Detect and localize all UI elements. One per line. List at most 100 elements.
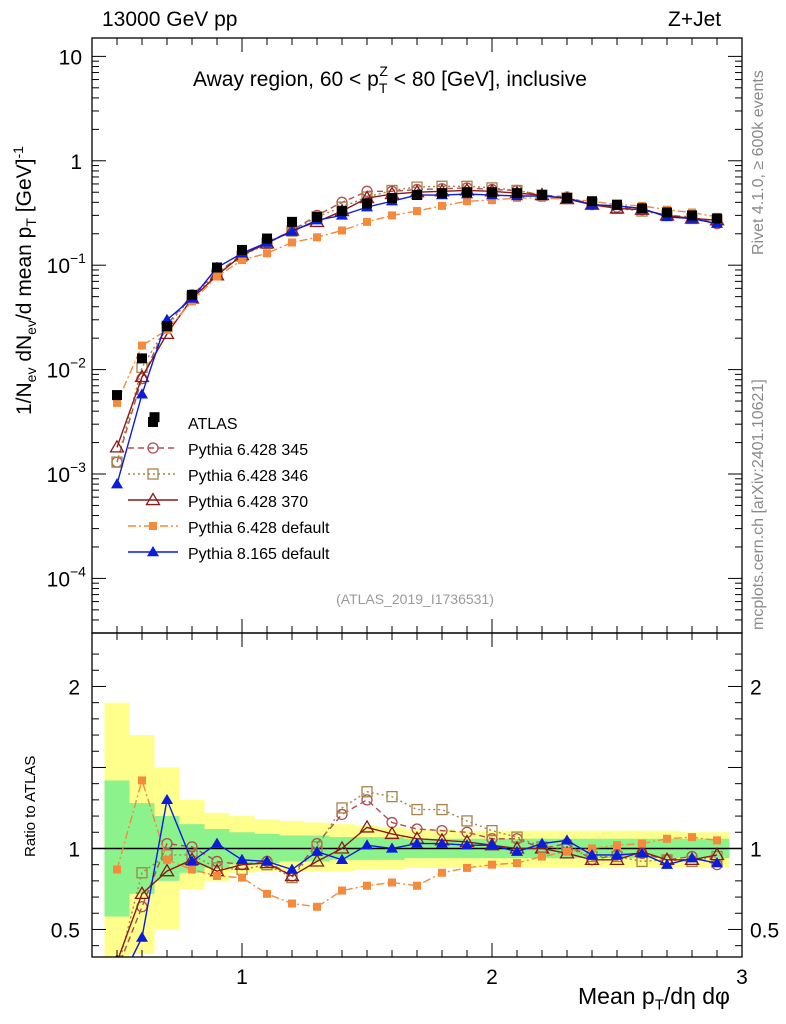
data-point-atlas: [362, 198, 372, 209]
main-y-tick-exponent: −4: [70, 563, 86, 579]
main-y-tick-label: 10: [47, 464, 70, 487]
data-point-atlas: [637, 203, 647, 214]
data-point-p346: [486, 824, 498, 837]
data-point-p8def: [586, 848, 598, 860]
data-point-atlas: [162, 321, 172, 332]
legend: ATLAS Pythia 6.428 345 Pythia 6.428 346 Pyt…: [128, 416, 330, 563]
data-point-p6def: [688, 833, 696, 842]
data-point-p6def: [213, 872, 221, 880]
data-point-p6def: [363, 217, 371, 226]
data-point-atlas: [287, 216, 297, 227]
data-point-p8def: [261, 855, 273, 866]
x-axis-label: Mean pT/dη dφ: [578, 983, 730, 1014]
main-y-tick-label: 10: [47, 568, 70, 591]
data-point-p346: [136, 867, 148, 879]
data-point-p8def: [336, 853, 348, 864]
data-point-atlas: [562, 193, 572, 204]
ratio-y-tick-label: 0.5: [51, 919, 80, 942]
main-y-axis-label: 1/Nev dNev/d mean pT [GeV]-1: [10, 146, 40, 415]
data-point-atlas: [437, 188, 447, 199]
data-point-p6def: [463, 197, 471, 206]
ratio-x-tick-label: 1: [236, 966, 248, 989]
data-point-p370: [359, 819, 375, 833]
data-point-p346: [112, 967, 122, 977]
data-point-p6def: [363, 881, 371, 890]
data-point-p345: [461, 826, 473, 838]
data-point-atlas: [137, 353, 147, 364]
main-plot-frame: [91, 37, 743, 634]
data-point-p8def: [186, 855, 198, 866]
data-point-p8def: [636, 847, 648, 858]
data-point-p345: [436, 824, 448, 837]
data-point-p6def: [438, 201, 446, 210]
data-point-p370: [109, 439, 125, 453]
data-point-p8def: [386, 842, 398, 853]
ratio-y-tick-label-right: 1: [750, 838, 762, 861]
data-point-p6def: [538, 852, 546, 861]
legend-label: Pythia 6.428 345: [188, 442, 308, 459]
data-point-atlas: [412, 190, 422, 201]
data-point-p345: [147, 442, 159, 454]
data-point-p8def: [286, 225, 298, 236]
data-point-p6def: [113, 398, 121, 407]
data-point-p345: [336, 808, 348, 821]
data-point-p8def: [311, 845, 323, 856]
data-point-atlas: [262, 233, 272, 244]
main-y-tick-exponent: −3: [70, 459, 86, 475]
data-point-p345: [361, 185, 373, 197]
main-series-line-p370: [116, 189, 718, 448]
data-point-p8def: [511, 845, 523, 856]
data-point-p8def: [147, 546, 159, 557]
data-point-p6def: [149, 522, 157, 530]
legend-label: Pythia 6.428 default: [188, 520, 330, 537]
data-point-p6def: [613, 841, 621, 850]
data-point-p346: [361, 786, 373, 798]
data-point-atlas: [712, 213, 722, 224]
data-point-p346: [411, 803, 423, 816]
data-point-p6def: [438, 868, 446, 877]
data-point-p6def: [163, 855, 171, 864]
data-point-p8def: [361, 839, 373, 850]
data-point-p370: [159, 863, 175, 877]
data-point-p8def: [211, 837, 223, 848]
data-point-p6def: [263, 889, 271, 898]
data-point-p6def: [238, 256, 246, 265]
legend-label: Pythia 6.428 370: [188, 494, 308, 511]
data-point-p6def: [288, 238, 296, 247]
data-point-p6def: [188, 865, 196, 874]
data-point-atlas: [687, 210, 697, 221]
data-point-p346: [147, 468, 159, 480]
data-point-atlas: [237, 244, 247, 255]
data-point-p6def: [388, 211, 396, 220]
data-point-p6def: [313, 233, 321, 242]
data-point-atlas: [662, 207, 672, 218]
main-series-line-p6def: [116, 197, 718, 404]
analysis-watermark: (ATLAS_2019_I1736531): [336, 591, 494, 607]
data-point-p370: [284, 868, 300, 882]
data-point-p6def: [513, 859, 521, 868]
data-point-p370: [145, 492, 161, 506]
legend-label: ATLAS: [188, 416, 238, 433]
data-point-p345: [361, 794, 373, 806]
data-point-p8def: [286, 863, 298, 874]
data-point-p6def: [638, 839, 646, 848]
data-point-p8def: [561, 834, 573, 845]
data-point-p6def: [713, 836, 721, 845]
data-point-p8def: [486, 839, 498, 850]
data-point-p8def: [661, 858, 673, 869]
data-point-p8def: [136, 388, 148, 399]
data-point-p345: [211, 855, 223, 868]
ratio-y-axis-label: Ratio to ATLAS: [22, 755, 39, 857]
data-point-p6def: [138, 776, 146, 785]
data-point-atlas: [212, 262, 222, 273]
ratio-x-tick-label: 3: [736, 966, 748, 989]
data-point-atlas: [587, 196, 597, 207]
ratio-x-tick-label: 2: [486, 966, 498, 989]
data-point-p370: [134, 886, 150, 900]
mcplots-label: mcplots.cern.ch [arXiv:2401.10621]: [750, 379, 767, 630]
data-point-p8def: [111, 982, 123, 992]
data-point-p8def: [436, 837, 448, 848]
ratio-series-line-p346: [119, 791, 718, 957]
data-point-atlas: [112, 390, 122, 401]
